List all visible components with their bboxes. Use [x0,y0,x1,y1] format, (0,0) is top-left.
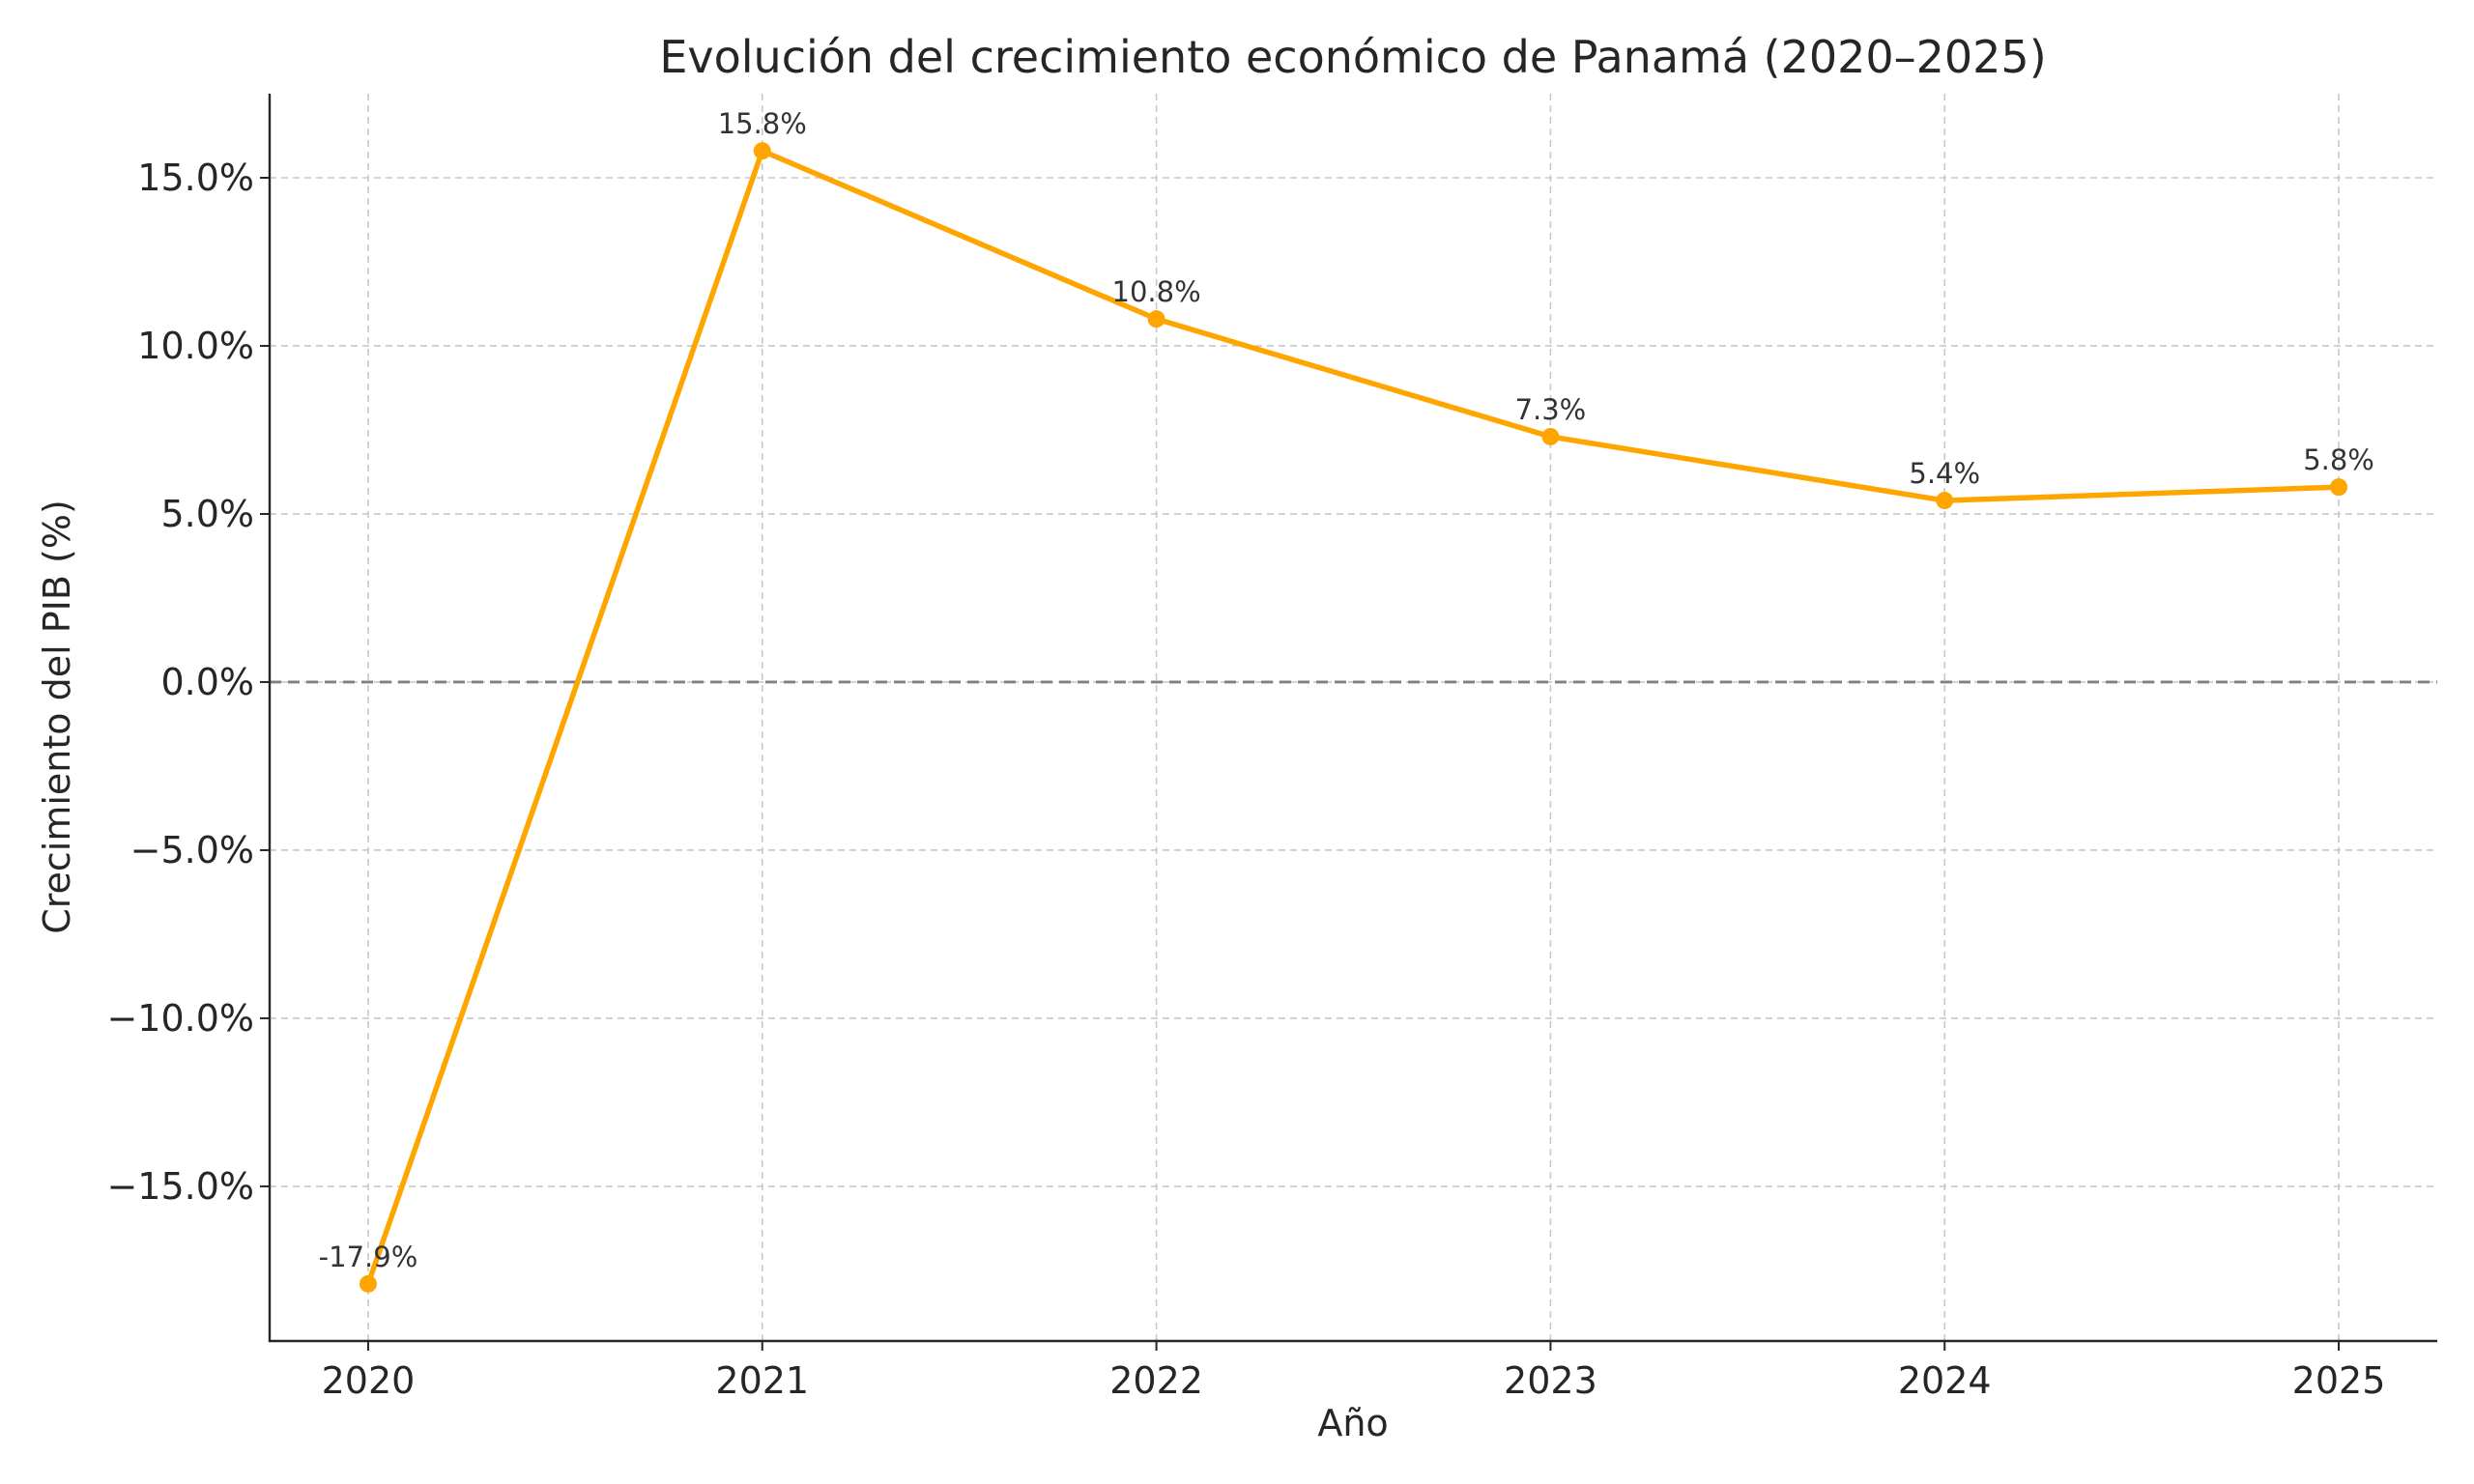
chart-title: Evolución del crecimiento económico de P… [659,31,2046,83]
series [359,142,2348,1293]
data-label: 15.8% [718,107,807,140]
axes [260,94,2437,1351]
x-tick-label: 2021 [715,1359,809,1402]
x-tick-label: 2024 [1898,1359,1992,1402]
y-tick-label: −10.0% [106,997,254,1040]
y-tick-label: 0.0% [160,661,254,703]
y-tick-label: 5.0% [160,493,254,535]
y-axis-label: Crecimiento del PIB (%) [36,499,78,934]
data-labels: -17.9% 15.8% 10.8% 7.3% 5.4% 5.8% [319,107,2374,1273]
x-axis-label: Año [1317,1402,1388,1444]
axis-spines [268,94,2437,1343]
y-tick-label: −15.0% [106,1165,254,1208]
x-tick-label: 2023 [1504,1359,1597,1402]
series-line [365,148,2342,1287]
data-point [2330,478,2348,497]
grid [270,94,2437,1341]
x-tick-label: 2022 [1109,1359,1203,1402]
tick-labels: 2020 2021 2022 2023 2024 2025 15.0% 10.0% 5.0% 0.… [106,157,2385,1402]
data-point [1936,492,1954,510]
data-label: -17.9% [319,1241,418,1273]
data-point [359,1274,377,1293]
x-tick-label: 2025 [2292,1359,2386,1402]
data-label: 5.4% [1909,457,1980,490]
data-point [753,142,771,160]
y-tick-label: 10.0% [137,325,254,367]
data-point [1541,427,1560,445]
data-label: 5.8% [2303,443,2374,476]
data-label: 10.8% [1112,275,1201,308]
data-point [1147,310,1165,328]
x-tick-label: 2020 [322,1359,416,1402]
y-tick-label: −5.0% [130,829,254,871]
data-label: 7.3% [1515,393,1587,426]
y-tick-label: 15.0% [137,157,254,199]
